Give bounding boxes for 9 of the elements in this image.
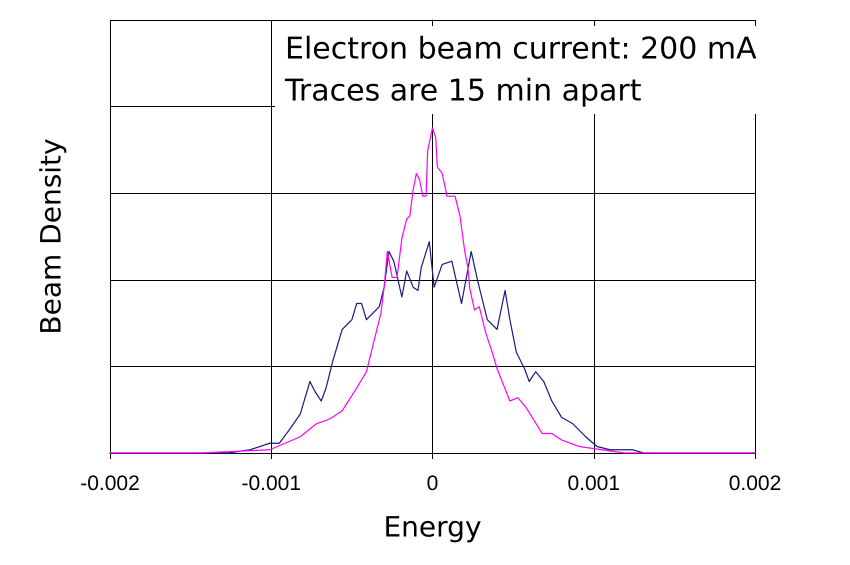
x-tick-label: -0.002 [80,472,140,495]
x-tick-label: 0.002 [728,472,782,495]
x-tick-label: 0.001 [567,472,620,495]
y-axis-title: Beam Density [34,138,68,335]
text: Electron beam current: 200 mA [285,32,758,66]
x-tick-label: 0 [426,472,438,495]
x-axis-title: Energy [383,510,482,544]
x-tick-label: -0.001 [241,472,302,495]
text: Traces are 15 min apart [284,74,642,108]
